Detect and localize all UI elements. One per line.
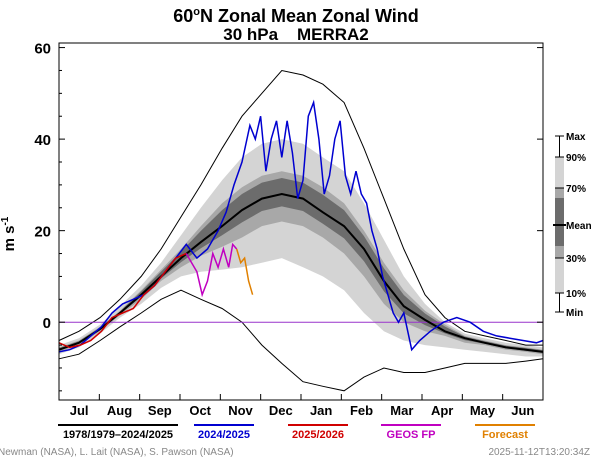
x-month-label: Aug (107, 403, 132, 418)
x-month-label: Nov (228, 403, 253, 418)
percentile-legend: Max 90% 70% Mean 30% 10% Min (553, 132, 592, 319)
x-month-label: May (470, 403, 496, 418)
x-month-label: Jun (511, 403, 534, 418)
band-30-70 (59, 171, 543, 355)
pctl-inner-band (555, 198, 564, 246)
legend-label: GEOS FP (387, 429, 436, 441)
pctl-label: Max (566, 132, 586, 143)
x-month-label: Jul (70, 403, 89, 418)
y-axis-label: m s-1 (0, 216, 18, 251)
chart-title: 60oN Zonal Mean Zonal Wind (173, 6, 419, 26)
x-month-label: Apr (431, 403, 453, 418)
plot-area (58, 69, 544, 392)
series-forecast-line (235, 248, 254, 295)
series-2025-2026-line (58, 252, 187, 349)
pctl-label: 30% (566, 254, 586, 265)
y-tick-label: 60 (34, 41, 51, 58)
series-geos-fp-line (185, 242, 238, 298)
x-month-label: Sep (148, 403, 172, 418)
title-degree: o (193, 6, 200, 18)
x-month-label: Mar (390, 403, 413, 418)
legend-label: 1978/1979–2024/2025 (63, 429, 173, 441)
pctl-label: Mean (566, 221, 592, 232)
credit-text: Newman (NASA), L. Lait (NASA), S. Pawson… (0, 447, 234, 458)
min-line (58, 289, 544, 392)
max-line (58, 69, 543, 346)
title-lat: 60 (173, 6, 193, 26)
axes: 0 20 40 60 Jul Aug Sep Oct Nov Dec Jan Feb Mar Apr May… (34, 41, 544, 418)
title-rest: N Zonal Mean Zonal Wind (200, 6, 419, 26)
x-month-label: Dec (269, 403, 293, 418)
legend-label: Forecast (482, 429, 528, 441)
climatology-mean-line (58, 192, 544, 353)
legend-label: 2025/2026 (292, 429, 344, 441)
x-month-label: Feb (350, 403, 373, 418)
chart-subtitle: 30 hPa MERRA2 (223, 25, 369, 44)
band-10-90 (59, 139, 543, 357)
series-legend: 1978/1979–2024/2025 2024/2025 2025/2026 GEO… (58, 424, 535, 441)
x-month-label: Jan (310, 403, 332, 418)
x-month-label: Oct (189, 403, 211, 418)
y-tick-label: 20 (34, 224, 51, 241)
pctl-label: 10% (566, 289, 586, 300)
legend-label: 2024/2025 (198, 429, 250, 441)
pctl-label: Min (566, 308, 583, 319)
pctl-label: 90% (566, 153, 586, 164)
y-tick-label: 0 (43, 315, 51, 332)
y-tick-label: 40 (34, 132, 51, 149)
timestamp-text: 2025-11-12T13:20:34Z (488, 447, 590, 458)
pctl-label: 70% (566, 184, 586, 195)
